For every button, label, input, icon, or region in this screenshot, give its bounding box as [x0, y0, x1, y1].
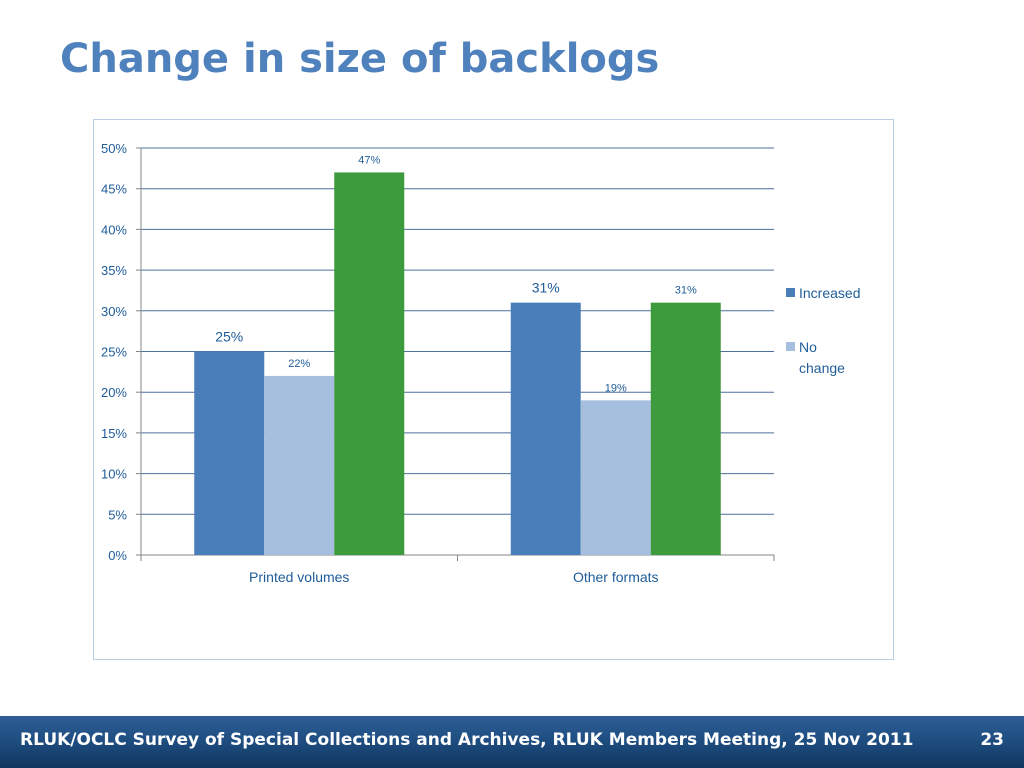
bar-chart: 0% 5% 10% 15% 20% 25% 30% 35% 40% 45% 50% 25% 22% 47%…	[101, 141, 861, 585]
y-tick-label: 10%	[101, 467, 127, 482]
bar	[510, 302, 581, 555]
bar	[194, 351, 265, 555]
data-label: 47%	[358, 154, 380, 166]
data-label: 19%	[605, 382, 627, 394]
footer-bar: RLUK/OCLC Survey of Special Collections …	[0, 716, 1024, 768]
data-label: 31%	[675, 285, 697, 297]
y-tick-label: 5%	[108, 507, 127, 522]
y-tick-label: 30%	[101, 304, 127, 319]
legend-label-no-change-line1: No	[799, 339, 817, 355]
data-label: 25%	[215, 329, 243, 345]
slide-title: Change in size of backlogs	[60, 36, 660, 82]
bar	[264, 375, 335, 555]
y-tick-label: 0%	[108, 548, 127, 563]
data-label: 22%	[288, 358, 310, 370]
legend-swatch-no-change	[786, 342, 795, 351]
bar	[650, 302, 721, 555]
legend-label-increased: Increased	[799, 285, 860, 301]
y-tick-label: 15%	[101, 426, 127, 441]
x-category-label: Other formats	[573, 569, 659, 585]
x-category-label: Printed volumes	[249, 569, 349, 585]
footer-text: RLUK/OCLC Survey of Special Collections …	[20, 730, 914, 750]
legend-swatch-increased	[786, 288, 795, 297]
legend-label-no-change-line2: change	[799, 360, 845, 376]
y-tick-label: 35%	[101, 263, 127, 278]
y-tick-label: 20%	[101, 385, 127, 400]
y-tick-label: 50%	[101, 141, 127, 156]
bar	[334, 172, 405, 556]
y-tick-label: 40%	[101, 222, 127, 237]
bar	[580, 400, 651, 555]
data-label: 31%	[532, 280, 560, 296]
y-tick-label: 45%	[101, 182, 127, 197]
chart-frame: 0% 5% 10% 15% 20% 25% 30% 35% 40% 45% 50% 25% 22% 47%…	[93, 119, 894, 660]
y-tick-label: 25%	[101, 345, 127, 360]
page-number: 23	[980, 730, 1004, 750]
